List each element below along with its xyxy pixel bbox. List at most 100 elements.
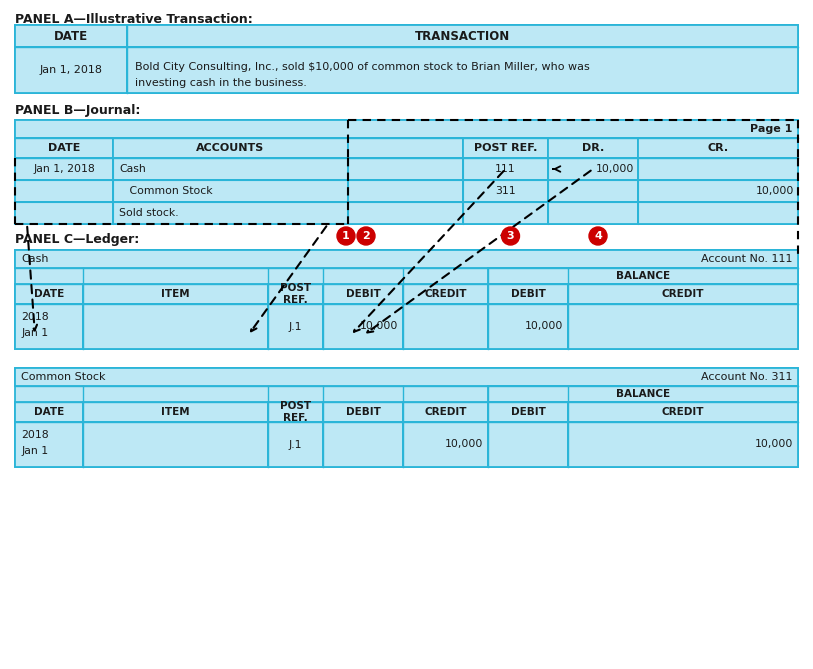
Text: POST REF.: POST REF. — [474, 143, 537, 153]
Bar — [15, 158, 113, 180]
Bar — [15, 368, 798, 386]
Text: 10,000: 10,000 — [359, 322, 398, 332]
Text: Bold City Consulting, Inc., sold $10,000 of common stock to Brian Miller, who wa: Bold City Consulting, Inc., sold $10,000… — [135, 62, 589, 72]
Text: DEBIT: DEBIT — [346, 289, 380, 299]
Bar — [83, 304, 268, 349]
Bar — [15, 25, 127, 47]
Text: Account No. 111: Account No. 111 — [701, 254, 792, 264]
Bar — [348, 138, 463, 158]
Bar — [463, 202, 548, 224]
Bar — [548, 138, 638, 158]
Text: Account No. 311: Account No. 311 — [701, 372, 792, 382]
Circle shape — [589, 227, 607, 245]
Bar — [488, 284, 568, 304]
Bar — [15, 402, 83, 422]
Text: DEBIT: DEBIT — [511, 289, 546, 299]
Text: Jan 1: Jan 1 — [21, 328, 48, 339]
Text: 1: 1 — [342, 231, 350, 241]
Text: 10,000: 10,000 — [755, 186, 794, 196]
Bar — [15, 120, 798, 138]
Text: Cash: Cash — [21, 254, 49, 264]
Bar — [268, 284, 323, 304]
Text: DATE: DATE — [34, 407, 64, 417]
Bar — [568, 284, 798, 304]
Bar — [403, 422, 488, 467]
Text: 4: 4 — [594, 231, 602, 241]
Bar — [403, 284, 488, 304]
Bar — [15, 202, 113, 224]
Bar — [113, 158, 348, 180]
Bar — [323, 304, 403, 349]
Text: Jan 1, 2018: Jan 1, 2018 — [33, 164, 95, 174]
Bar — [548, 158, 638, 180]
Bar — [323, 422, 403, 467]
Bar — [323, 284, 403, 304]
Text: 10,000: 10,000 — [445, 440, 483, 450]
Bar — [15, 250, 798, 349]
Text: DEBIT: DEBIT — [511, 407, 546, 417]
Bar — [348, 180, 463, 202]
Bar — [488, 402, 568, 422]
Text: CREDIT: CREDIT — [662, 407, 704, 417]
Text: 2: 2 — [362, 231, 370, 241]
Text: CREDIT: CREDIT — [662, 289, 704, 299]
Bar — [113, 180, 348, 202]
Bar — [268, 304, 323, 349]
Text: 10,000: 10,000 — [524, 322, 563, 332]
Bar — [15, 47, 127, 93]
Text: POST
REF.: POST REF. — [280, 283, 311, 305]
Text: CREDIT: CREDIT — [424, 289, 467, 299]
Bar — [548, 202, 638, 224]
Text: Common Stock: Common Stock — [119, 186, 213, 196]
Bar — [113, 202, 348, 224]
Text: DEBIT: DEBIT — [346, 407, 380, 417]
Text: Jan 1: Jan 1 — [21, 446, 48, 456]
Bar — [15, 368, 798, 467]
Bar — [15, 250, 798, 268]
Bar — [83, 422, 268, 467]
Bar — [488, 268, 798, 284]
Text: ITEM: ITEM — [161, 289, 189, 299]
Bar — [463, 138, 548, 158]
Bar — [463, 158, 548, 180]
Bar — [568, 402, 798, 422]
Bar — [638, 202, 798, 224]
Text: ITEM: ITEM — [161, 407, 189, 417]
Text: Jan 1, 2018: Jan 1, 2018 — [40, 65, 102, 75]
Bar — [15, 304, 83, 349]
Bar — [268, 402, 323, 422]
Bar — [548, 180, 638, 202]
Bar — [568, 422, 798, 467]
Text: CREDIT: CREDIT — [424, 407, 467, 417]
Bar — [638, 138, 798, 158]
Text: 10,000: 10,000 — [754, 440, 793, 450]
Text: Sold stock.: Sold stock. — [119, 208, 179, 218]
Bar — [15, 180, 113, 202]
Text: Page 1: Page 1 — [750, 124, 792, 134]
Bar — [15, 25, 798, 93]
Bar — [403, 402, 488, 422]
Text: Common Stock: Common Stock — [21, 372, 106, 382]
Text: 2018: 2018 — [21, 430, 49, 440]
Bar — [127, 25, 798, 47]
Bar — [638, 158, 798, 180]
Text: PANEL A—Illustrative Transaction:: PANEL A—Illustrative Transaction: — [15, 13, 253, 26]
Bar — [83, 284, 268, 304]
Bar — [15, 120, 798, 224]
Text: Cash: Cash — [119, 164, 146, 174]
Circle shape — [502, 227, 520, 245]
Bar — [15, 284, 83, 304]
Text: 311: 311 — [495, 186, 515, 196]
Circle shape — [357, 227, 375, 245]
Bar — [488, 422, 568, 467]
Text: BALANCE: BALANCE — [616, 271, 670, 281]
Text: 2018: 2018 — [21, 312, 49, 322]
Bar — [488, 386, 798, 402]
Bar — [403, 304, 488, 349]
Text: DATE: DATE — [54, 29, 88, 43]
Circle shape — [337, 227, 355, 245]
Text: 111: 111 — [495, 164, 515, 174]
Text: PANEL B—Journal:: PANEL B—Journal: — [15, 104, 141, 117]
Text: DR.: DR. — [582, 143, 604, 153]
Bar — [638, 180, 798, 202]
